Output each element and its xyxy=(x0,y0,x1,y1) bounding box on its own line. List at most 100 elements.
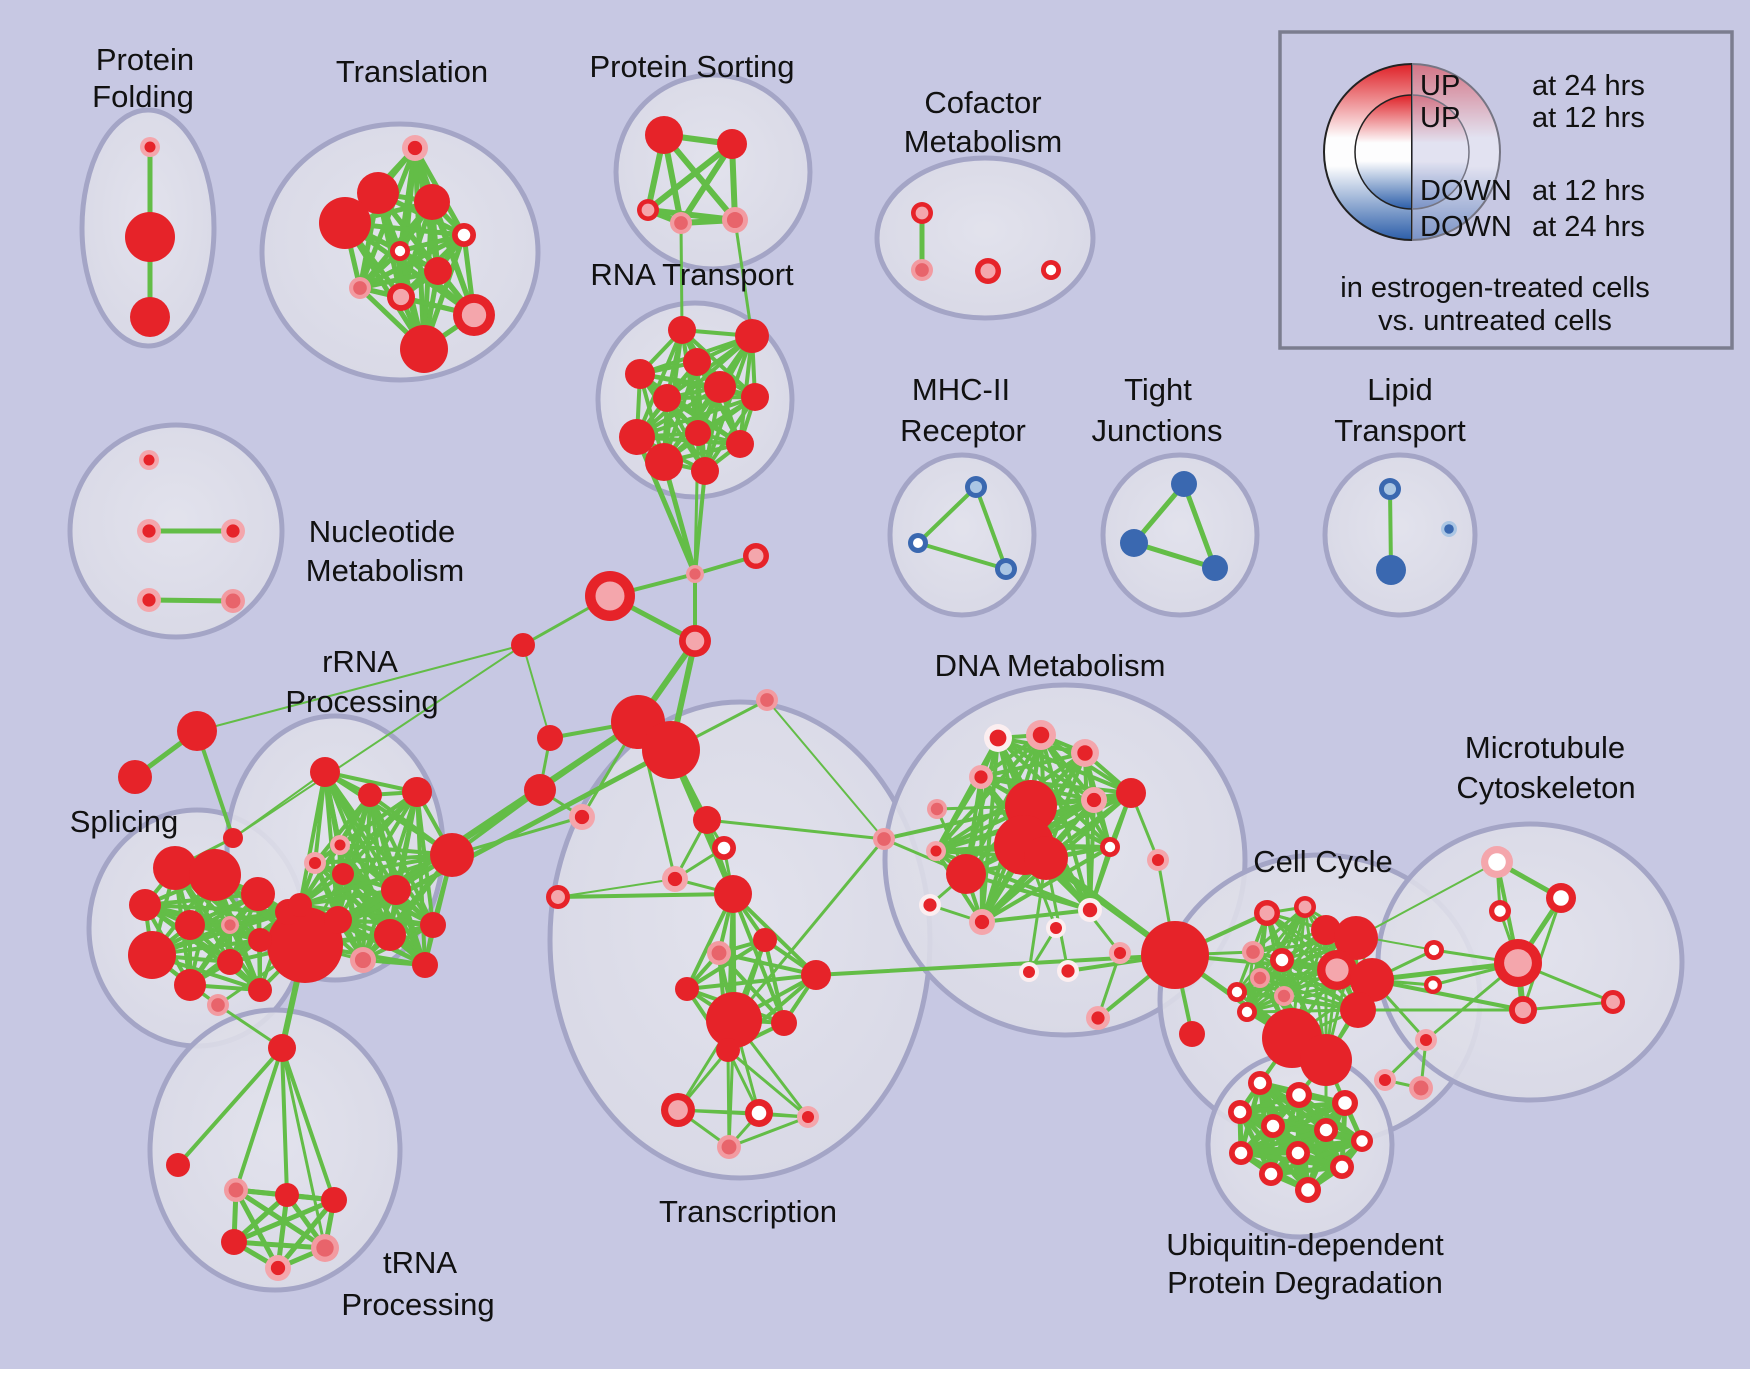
node-x13[interactable] xyxy=(661,1093,695,1127)
node-r6[interactable] xyxy=(653,384,681,412)
node-cc2[interactable] xyxy=(1294,896,1316,918)
node-s3[interactable] xyxy=(129,889,161,921)
node-m1[interactable] xyxy=(1481,846,1513,878)
node-lt2[interactable] xyxy=(1376,555,1406,585)
node-cf2[interactable] xyxy=(911,259,933,281)
node-hx3[interactable] xyxy=(321,1187,347,1213)
node-m7[interactable] xyxy=(1509,996,1537,1024)
node-hx6[interactable] xyxy=(265,1255,291,1281)
node-x5[interactable] xyxy=(714,875,752,913)
node-cc3[interactable] xyxy=(1311,915,1341,945)
node-rr1[interactable] xyxy=(310,757,340,787)
node-cc12[interactable] xyxy=(1237,1002,1257,1022)
node-ln1[interactable] xyxy=(166,1153,190,1177)
node-cc5[interactable] xyxy=(1242,941,1264,963)
node-d11[interactable] xyxy=(946,854,986,894)
node-hx4[interactable] xyxy=(221,1229,247,1255)
node-hub3[interactable] xyxy=(756,689,778,711)
node-ub8[interactable] xyxy=(1229,1141,1253,1165)
node-c1[interactable] xyxy=(686,565,704,583)
node-cc15[interactable] xyxy=(1300,1034,1352,1086)
node-x9[interactable] xyxy=(801,960,831,990)
node-t6[interactable] xyxy=(390,241,410,261)
node-cc4[interactable] xyxy=(1334,916,1378,960)
node-m2[interactable] xyxy=(1546,883,1576,913)
node-nm3[interactable] xyxy=(221,519,245,543)
node-rr13[interactable] xyxy=(350,947,376,973)
node-nm4[interactable] xyxy=(137,588,161,612)
node-c2[interactable] xyxy=(743,543,769,569)
node-nl[interactable] xyxy=(268,1034,296,1062)
node-rr6[interactable] xyxy=(332,863,354,885)
node-r10[interactable] xyxy=(726,430,754,458)
node-x2[interactable] xyxy=(712,836,736,860)
node-ps4[interactable] xyxy=(670,212,692,234)
node-t4[interactable] xyxy=(319,197,371,249)
node-d18[interactable] xyxy=(969,909,995,935)
node-x15[interactable] xyxy=(797,1106,819,1128)
node-rr7[interactable] xyxy=(381,875,411,905)
node-ub7[interactable] xyxy=(1351,1130,1373,1152)
node-m4[interactable] xyxy=(1424,940,1444,960)
node-c3[interactable] xyxy=(585,571,635,621)
node-rr2[interactable] xyxy=(358,783,382,807)
node-x7[interactable] xyxy=(707,941,731,965)
node-x16[interactable] xyxy=(717,1135,741,1159)
node-m9[interactable] xyxy=(1415,1029,1437,1051)
node-cc10[interactable] xyxy=(1227,982,1247,1002)
node-j1[interactable] xyxy=(511,633,535,657)
node-r2[interactable] xyxy=(735,319,769,353)
node-s2[interactable] xyxy=(189,849,241,901)
node-t7[interactable] xyxy=(424,257,452,285)
node-rr3[interactable] xyxy=(402,777,432,807)
node-ub9[interactable] xyxy=(1286,1141,1310,1165)
node-s1[interactable] xyxy=(153,846,197,890)
node-x3[interactable] xyxy=(662,866,688,892)
node-x4[interactable] xyxy=(546,885,570,909)
node-m10[interactable] xyxy=(1374,1069,1396,1091)
node-r12[interactable] xyxy=(691,457,719,485)
node-d12[interactable] xyxy=(1081,787,1107,813)
node-d5[interactable] xyxy=(927,799,947,819)
node-d17[interactable] xyxy=(919,894,941,916)
node-d15[interactable] xyxy=(1100,837,1120,857)
node-ps5[interactable] xyxy=(722,207,748,233)
node-d19[interactable] xyxy=(1046,918,1066,938)
node-r1[interactable] xyxy=(668,316,696,344)
node-s7[interactable] xyxy=(128,931,176,979)
node-hx2[interactable] xyxy=(275,1183,299,1207)
node-r5[interactable] xyxy=(704,371,736,403)
node-r4[interactable] xyxy=(683,348,711,376)
node-t3[interactable] xyxy=(414,184,450,220)
node-ub4[interactable] xyxy=(1228,1100,1252,1124)
node-s8[interactable] xyxy=(174,969,206,1001)
node-m8[interactable] xyxy=(1601,990,1625,1014)
node-r9[interactable] xyxy=(685,420,711,446)
node-r3[interactable] xyxy=(625,359,655,389)
node-ub10[interactable] xyxy=(1259,1162,1283,1186)
node-cch[interactable] xyxy=(1141,921,1209,989)
node-tr1[interactable] xyxy=(177,711,217,751)
node-x1[interactable] xyxy=(693,806,721,834)
node-d16[interactable] xyxy=(1147,849,1169,871)
node-ps3[interactable] xyxy=(637,199,659,221)
node-cc1[interactable] xyxy=(1254,900,1280,926)
node-lt3[interactable] xyxy=(1441,521,1457,537)
node-u2[interactable] xyxy=(524,774,556,806)
node-s13[interactable] xyxy=(248,978,272,1002)
node-u3[interactable] xyxy=(569,804,595,830)
node-s5[interactable] xyxy=(241,877,275,911)
node-nm5[interactable] xyxy=(221,589,245,613)
node-rr4[interactable] xyxy=(330,835,350,855)
node-rr12[interactable] xyxy=(288,893,312,917)
node-rr10[interactable] xyxy=(374,919,406,951)
node-d4[interactable] xyxy=(969,765,993,789)
node-t2[interactable] xyxy=(357,172,399,214)
node-m5[interactable] xyxy=(1424,976,1442,994)
node-ub12[interactable] xyxy=(1295,1177,1321,1203)
node-d21[interactable] xyxy=(1109,942,1131,964)
node-d13[interactable] xyxy=(1116,778,1146,808)
node-ub3[interactable] xyxy=(1332,1090,1358,1116)
node-s12[interactable] xyxy=(207,994,229,1016)
node-ub2[interactable] xyxy=(1286,1082,1312,1108)
